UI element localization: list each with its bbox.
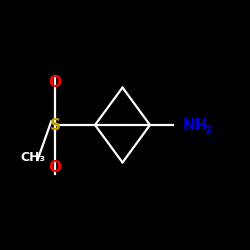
Text: NH: NH	[182, 118, 208, 132]
Text: O: O	[48, 75, 62, 90]
Text: CH₃: CH₃	[20, 151, 45, 164]
Text: S: S	[50, 118, 60, 132]
Text: O: O	[48, 160, 62, 175]
Text: 2: 2	[204, 125, 212, 135]
